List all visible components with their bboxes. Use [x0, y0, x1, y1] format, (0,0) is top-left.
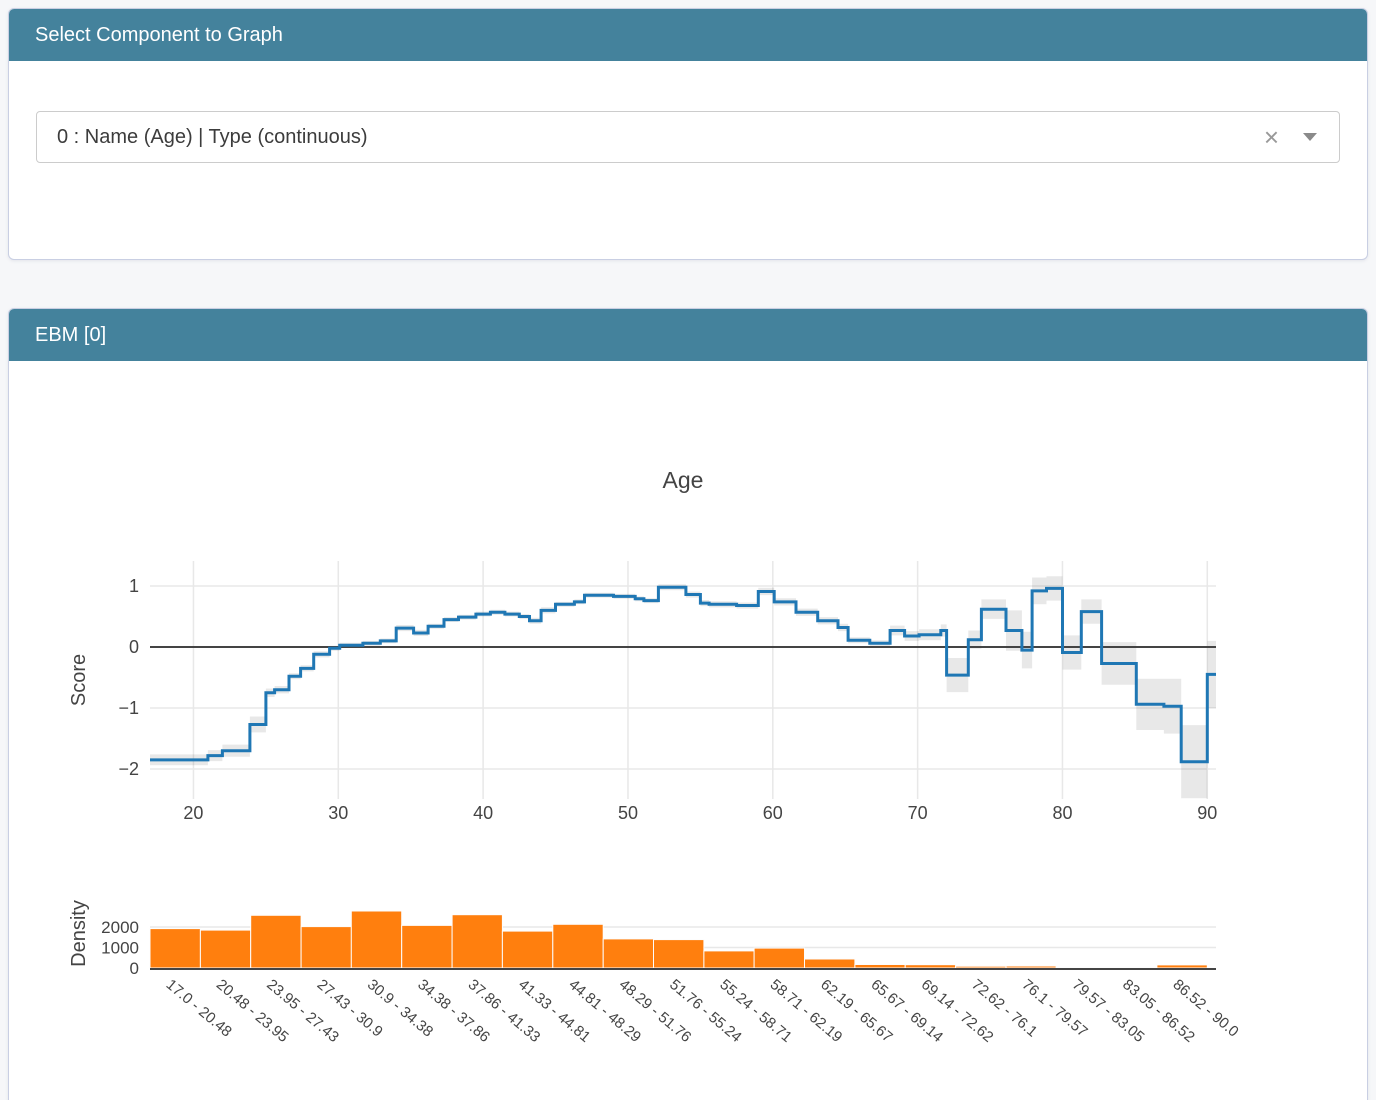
histogram-bar: [250, 914, 302, 969]
select-panel-body: 0 : Name (Age) | Type (continuous) ×: [9, 111, 1367, 259]
histogram-bar: [904, 964, 957, 969]
histogram-bar: [804, 958, 856, 969]
histogram-bar: [1055, 966, 1108, 969]
dropdown-selected-value: 0 : Name (Age) | Type (continuous): [57, 125, 368, 148]
histogram-bar: [300, 926, 352, 969]
chevron-down-icon[interactable]: [1303, 133, 1317, 141]
histogram-bar: [552, 923, 604, 969]
svg-text:2000: 2000: [101, 918, 139, 937]
histogram-bar: [753, 947, 805, 969]
density-axis-label: Density: [68, 900, 90, 967]
score-axis-label: Score: [68, 654, 90, 706]
select-panel-header: Select Component to Graph: [9, 9, 1367, 61]
histogram-bar: [955, 965, 1007, 969]
svg-text:0: 0: [129, 637, 139, 657]
select-panel-title: Select Component to Graph: [35, 24, 283, 46]
ebm-panel-title: EBM [0]: [35, 324, 107, 346]
histogram-bar: [1156, 964, 1208, 969]
histogram-bar: [703, 950, 755, 969]
svg-text:20: 20: [183, 803, 203, 823]
histogram-bar: [199, 929, 252, 969]
chart-title: Age: [663, 467, 704, 493]
svg-text:1: 1: [129, 576, 139, 596]
svg-text:90: 90: [1197, 803, 1217, 823]
ebm-age-chart[interactable]: Age 20 30 40 50 60 70 80 90 1 0 −1 −2 Score 0 1000 2000 D…: [9, 361, 1367, 1100]
histogram-bar: [149, 928, 201, 969]
main-y-ticks: 1 0 −1 −2: [118, 576, 139, 779]
svg-text:60: 60: [763, 803, 783, 823]
histogram-bars: [149, 910, 1208, 969]
svg-text:0: 0: [130, 959, 139, 978]
svg-text:−1: −1: [118, 698, 139, 718]
ebm-panel-header: EBM [0]: [9, 309, 1367, 361]
error-band: [150, 576, 1216, 799]
histogram-bar: [401, 924, 453, 969]
histogram-bar: [451, 914, 503, 969]
svg-text:50: 50: [618, 803, 638, 823]
select-component-panel: Select Component to Graph 0 : Name (Age)…: [8, 8, 1368, 260]
histogram-bar: [1106, 966, 1158, 969]
histogram-bar: [854, 964, 906, 969]
svg-text:70: 70: [908, 803, 928, 823]
score-step-line: [150, 585, 1216, 764]
svg-text:40: 40: [473, 803, 493, 823]
svg-text:1000: 1000: [101, 939, 139, 958]
histogram-bar: [653, 939, 705, 969]
svg-text:30: 30: [328, 803, 348, 823]
main-x-ticks: 20 30 40 50 60 70 80 90: [183, 803, 1217, 823]
svg-text:−2: −2: [118, 759, 139, 779]
histogram-bar: [1005, 965, 1057, 969]
clear-icon[interactable]: ×: [1263, 122, 1279, 152]
component-dropdown[interactable]: 0 : Name (Age) | Type (continuous) ×: [36, 111, 1340, 163]
ebm-panel: EBM [0] Age 20 30 40 50 60 70 80 90 1 0 −1 −2 Score 0 1…: [8, 308, 1368, 1100]
histogram-bar: [501, 930, 554, 969]
svg-text:80: 80: [1052, 803, 1072, 823]
histogram-bar: [350, 910, 403, 969]
histogram-bar: [602, 938, 655, 969]
